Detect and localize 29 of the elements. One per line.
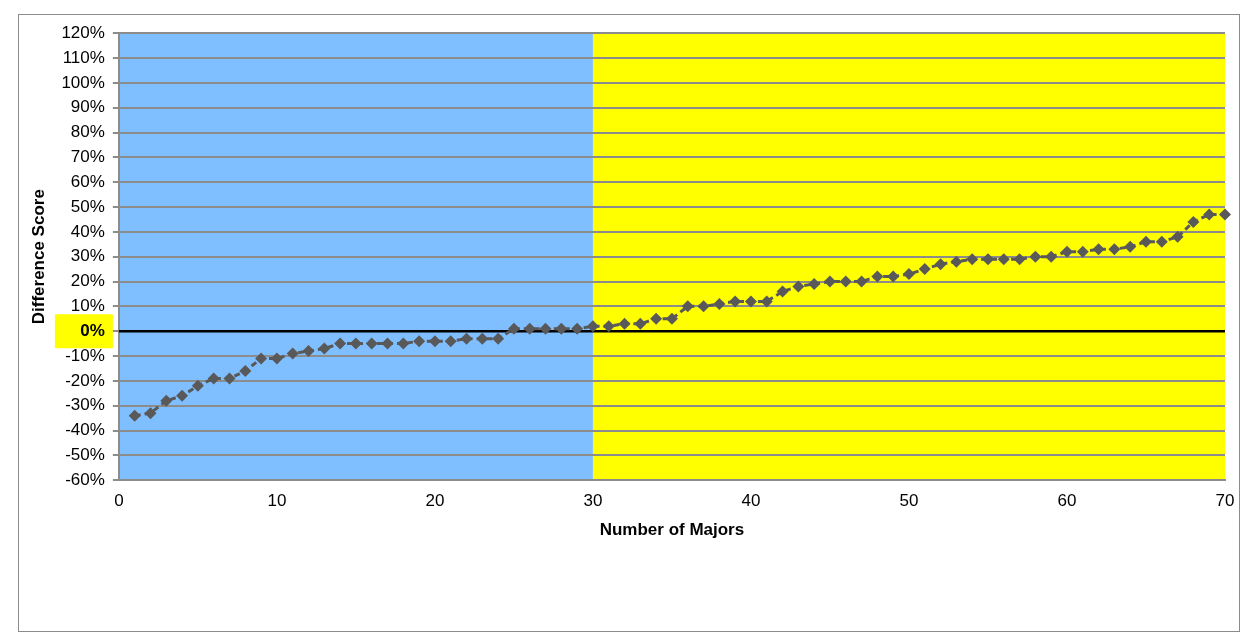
y-tick-label: -30% — [65, 395, 105, 415]
y-tick-label: 10% — [70, 296, 105, 316]
y-tick-label: -50% — [65, 445, 105, 465]
x-tick-label: 30 — [583, 491, 603, 511]
y-tick-label: 100% — [61, 72, 105, 92]
y-axis-title: Difference Score — [28, 189, 48, 325]
y-tick-label: 70% — [70, 147, 105, 167]
y-tick-label: -20% — [65, 370, 105, 390]
y-tick-label: 40% — [70, 221, 105, 241]
x-tick-label: 70 — [1215, 491, 1235, 511]
x-tick-label: 60 — [1057, 491, 1077, 511]
y-tick-label: 90% — [70, 97, 105, 117]
y-tick-label: 120% — [61, 22, 105, 42]
x-axis-title: Number of Majors — [599, 520, 745, 540]
x-tick-label: 10 — [267, 491, 287, 511]
x-tick-label: 50 — [899, 491, 919, 511]
y-tick-label: 20% — [70, 271, 105, 291]
y-tick-label: -60% — [65, 469, 105, 489]
x-tick-label: 40 — [741, 491, 761, 511]
y-tick-label: 80% — [70, 122, 105, 142]
y-tick-label: 110% — [62, 47, 105, 67]
y-tick-label: 60% — [70, 171, 105, 191]
y-tick-label: -40% — [65, 420, 105, 440]
y-tick-label: 30% — [70, 246, 105, 266]
y-tick-label: -10% — [65, 345, 105, 365]
x-tick-label: 20 — [425, 491, 445, 511]
y-tick-label: 50% — [70, 196, 105, 216]
x-tick-label: 0 — [114, 491, 124, 511]
y-tick-label: 0% — [80, 320, 105, 340]
